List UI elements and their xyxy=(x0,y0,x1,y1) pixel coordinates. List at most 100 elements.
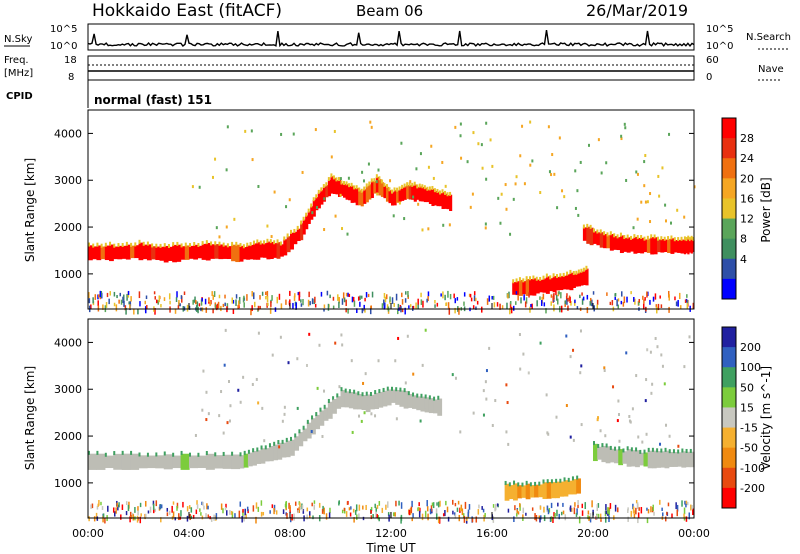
power-fringe xyxy=(242,244,245,249)
scatter-point xyxy=(321,434,324,438)
scatter-point xyxy=(266,224,269,228)
velocity-fringe xyxy=(521,482,524,487)
velocity-fringe xyxy=(605,443,608,448)
velocity-fringe xyxy=(517,482,520,487)
scatter-point xyxy=(485,397,488,401)
speckle-point xyxy=(401,308,404,313)
scatter-point xyxy=(375,180,378,184)
speckle-point xyxy=(152,507,155,514)
speckle-point xyxy=(149,506,152,513)
scatter-point xyxy=(519,154,522,158)
velocity-fringe xyxy=(302,425,305,430)
speckle-point xyxy=(401,292,403,298)
power-fringe xyxy=(273,240,276,245)
scatter-point xyxy=(283,412,286,416)
speckle-point xyxy=(499,303,501,310)
power-fringe xyxy=(283,236,286,241)
scatter-point xyxy=(318,343,321,347)
speckle-point xyxy=(536,300,538,307)
speckle-point xyxy=(321,509,324,514)
scatter-point xyxy=(604,434,607,438)
speckle-point xyxy=(320,291,323,297)
scatter-point xyxy=(316,386,319,390)
speckle-point xyxy=(434,304,436,308)
power-cell xyxy=(360,191,364,207)
colorbar-segment xyxy=(722,327,736,348)
velocity-cell xyxy=(205,453,215,470)
power-fringe xyxy=(385,184,388,189)
speckle-point xyxy=(347,308,349,314)
power-cell xyxy=(214,244,220,259)
speckle-point xyxy=(581,298,584,305)
power-cell xyxy=(656,239,661,253)
speckle-point xyxy=(341,298,344,305)
power-fringe xyxy=(121,243,124,248)
scatter-point xyxy=(531,159,534,163)
speckle-point xyxy=(445,302,447,307)
power-cell xyxy=(317,192,321,209)
scatter-point xyxy=(323,197,326,201)
speckle-point xyxy=(387,512,390,516)
speckle-point xyxy=(99,290,102,298)
speckle-point xyxy=(611,300,614,306)
scatter-point xyxy=(255,377,258,381)
speckle-point xyxy=(242,508,244,513)
power-fringe xyxy=(393,187,396,192)
speckle-point xyxy=(139,516,142,524)
speckle-point xyxy=(126,293,128,301)
scatter-point xyxy=(392,214,395,218)
speckle-point xyxy=(270,301,272,307)
speckle-point xyxy=(309,301,311,306)
speckle-point xyxy=(626,296,628,303)
colorbar-segment xyxy=(722,487,736,509)
speckle-point xyxy=(411,517,413,522)
scatter-point xyxy=(239,400,242,404)
speckle-point xyxy=(235,299,237,306)
velocity-cell xyxy=(121,453,131,470)
speckle-point xyxy=(163,297,166,301)
colorbar-segment xyxy=(722,218,736,240)
power-fringe xyxy=(302,216,305,221)
speckle-point xyxy=(549,516,552,522)
speckle-point xyxy=(364,308,366,313)
speckle-point xyxy=(205,307,208,313)
speckle-point xyxy=(655,304,658,308)
speckle-point xyxy=(192,299,194,305)
power-cell xyxy=(413,184,417,202)
power-fringe xyxy=(189,243,191,248)
scatter-point xyxy=(283,405,286,409)
speckle-point xyxy=(354,509,357,515)
colorbar-segment xyxy=(722,238,736,260)
speckle-point xyxy=(97,503,99,507)
power-fringe xyxy=(343,181,346,186)
power-cell xyxy=(428,189,432,204)
velocity-cell xyxy=(593,443,598,462)
speckle-point xyxy=(446,506,449,513)
speckle-point xyxy=(117,504,119,511)
speckle-point xyxy=(293,513,295,521)
power-fringe xyxy=(256,239,259,244)
power-fringe xyxy=(269,239,272,244)
speckle-point xyxy=(359,301,361,307)
speckle-point xyxy=(539,517,541,523)
scatter-point xyxy=(491,164,494,168)
power-fringe xyxy=(663,236,666,241)
scatter-point xyxy=(326,415,329,419)
velocity-cell xyxy=(222,454,232,469)
velocity-cell xyxy=(538,484,544,498)
power-cell xyxy=(535,279,540,294)
speckle-point xyxy=(491,295,493,300)
speckle-point xyxy=(564,300,567,305)
speckle-point xyxy=(434,300,436,304)
speckle-point xyxy=(375,511,377,518)
velocity-cell xyxy=(138,455,148,469)
power-cell xyxy=(391,192,395,206)
scatter-point xyxy=(261,406,264,410)
scatter-point xyxy=(367,162,370,166)
power-fringe xyxy=(522,278,525,283)
power-cell xyxy=(368,184,372,200)
velocity-cell xyxy=(353,392,358,410)
scatter-point xyxy=(454,376,457,380)
velocity-fringe xyxy=(618,446,621,451)
